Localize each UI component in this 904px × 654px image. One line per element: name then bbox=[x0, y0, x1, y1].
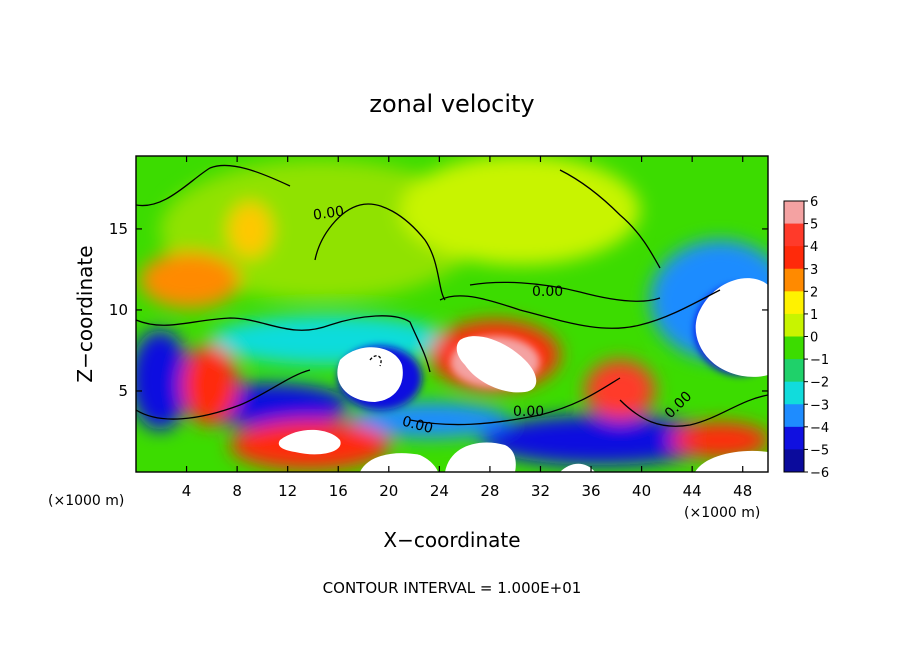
colorbar-label: −3 bbox=[810, 398, 829, 413]
contour-label: 0.00 bbox=[312, 204, 345, 224]
colorbar-swatch bbox=[784, 313, 804, 337]
contour-label: 0.00 bbox=[513, 404, 544, 420]
x-tick-label: 44 bbox=[683, 482, 702, 500]
x-axis-label: X−coordinate bbox=[383, 528, 520, 552]
x-tick-label: 16 bbox=[329, 482, 348, 500]
colorbar-label: 3 bbox=[810, 263, 818, 278]
x-tick-label: 40 bbox=[632, 482, 651, 500]
colorbar-swatch bbox=[784, 381, 804, 405]
contour-labels: 0.00 0.00 0.00 0.00 0.00 bbox=[312, 204, 695, 438]
colorbar-label: −1 bbox=[810, 353, 829, 368]
y-tick-label: 5 bbox=[118, 382, 128, 400]
plot-frame bbox=[135, 155, 769, 473]
y-axis-label: Z−coordinate bbox=[73, 245, 97, 382]
x-tick-label: 24 bbox=[430, 482, 449, 500]
x-tick-label: 4 bbox=[182, 482, 192, 500]
x-unit-left: (×1000 m) bbox=[48, 493, 124, 509]
x-tick-label: 48 bbox=[733, 482, 752, 500]
colorbar-label: 5 bbox=[810, 218, 818, 233]
colorbar-swatch bbox=[784, 336, 804, 360]
colorbar-swatch bbox=[784, 426, 804, 450]
colorbar-swatch bbox=[784, 268, 804, 292]
colorbar-swatch bbox=[784, 246, 804, 270]
saturated-regions bbox=[278, 278, 768, 472]
x-unit-right: (×1000 m) bbox=[684, 505, 760, 521]
x-axis: 4 8 12 16 20 24 28 32 36 40 44 48 bbox=[182, 156, 752, 500]
contour-label: 0.00 bbox=[400, 414, 434, 438]
colorbar-swatch bbox=[784, 291, 804, 315]
colorbar-label: −5 bbox=[810, 443, 829, 458]
x-tick-label: 20 bbox=[379, 482, 398, 500]
colorbar-swatch bbox=[784, 201, 804, 225]
colorbar-swatch bbox=[784, 404, 804, 428]
colorbar: 6 5 4 3 2 1 0 −1 −2 −3 −4 −5 −6 bbox=[783, 195, 829, 481]
colorbar-swatch bbox=[784, 223, 804, 247]
heatmap-field bbox=[136, 156, 768, 472]
chart-title: zonal velocity bbox=[369, 90, 534, 118]
colorbar-label: 0 bbox=[810, 331, 818, 346]
colorbar-label: −2 bbox=[810, 376, 829, 391]
y-tick-label: 15 bbox=[109, 220, 128, 238]
x-tick-label: 36 bbox=[581, 482, 600, 500]
x-tick-label: 32 bbox=[531, 482, 550, 500]
colorbar-label: 1 bbox=[810, 308, 818, 323]
contour-interval-note: CONTOUR INTERVAL = 1.000E+01 bbox=[323, 579, 582, 597]
colorbar-label: 6 bbox=[810, 195, 818, 210]
x-tick-label: 28 bbox=[480, 482, 499, 500]
x-tick-label: 8 bbox=[232, 482, 242, 500]
colorbar-label: −6 bbox=[810, 466, 829, 481]
colorbar-label: −4 bbox=[810, 421, 829, 436]
colorbar-swatch bbox=[784, 359, 804, 383]
y-tick-label: 10 bbox=[109, 301, 128, 319]
x-tick-label: 12 bbox=[278, 482, 297, 500]
colorbar-label: 2 bbox=[810, 285, 818, 300]
colorbar-swatch bbox=[784, 449, 804, 473]
y-axis: 5 10 15 bbox=[109, 220, 768, 400]
contour-label: 0.00 bbox=[532, 284, 563, 300]
zero-contours bbox=[136, 164, 768, 427]
colorbar-label: 4 bbox=[810, 240, 818, 255]
